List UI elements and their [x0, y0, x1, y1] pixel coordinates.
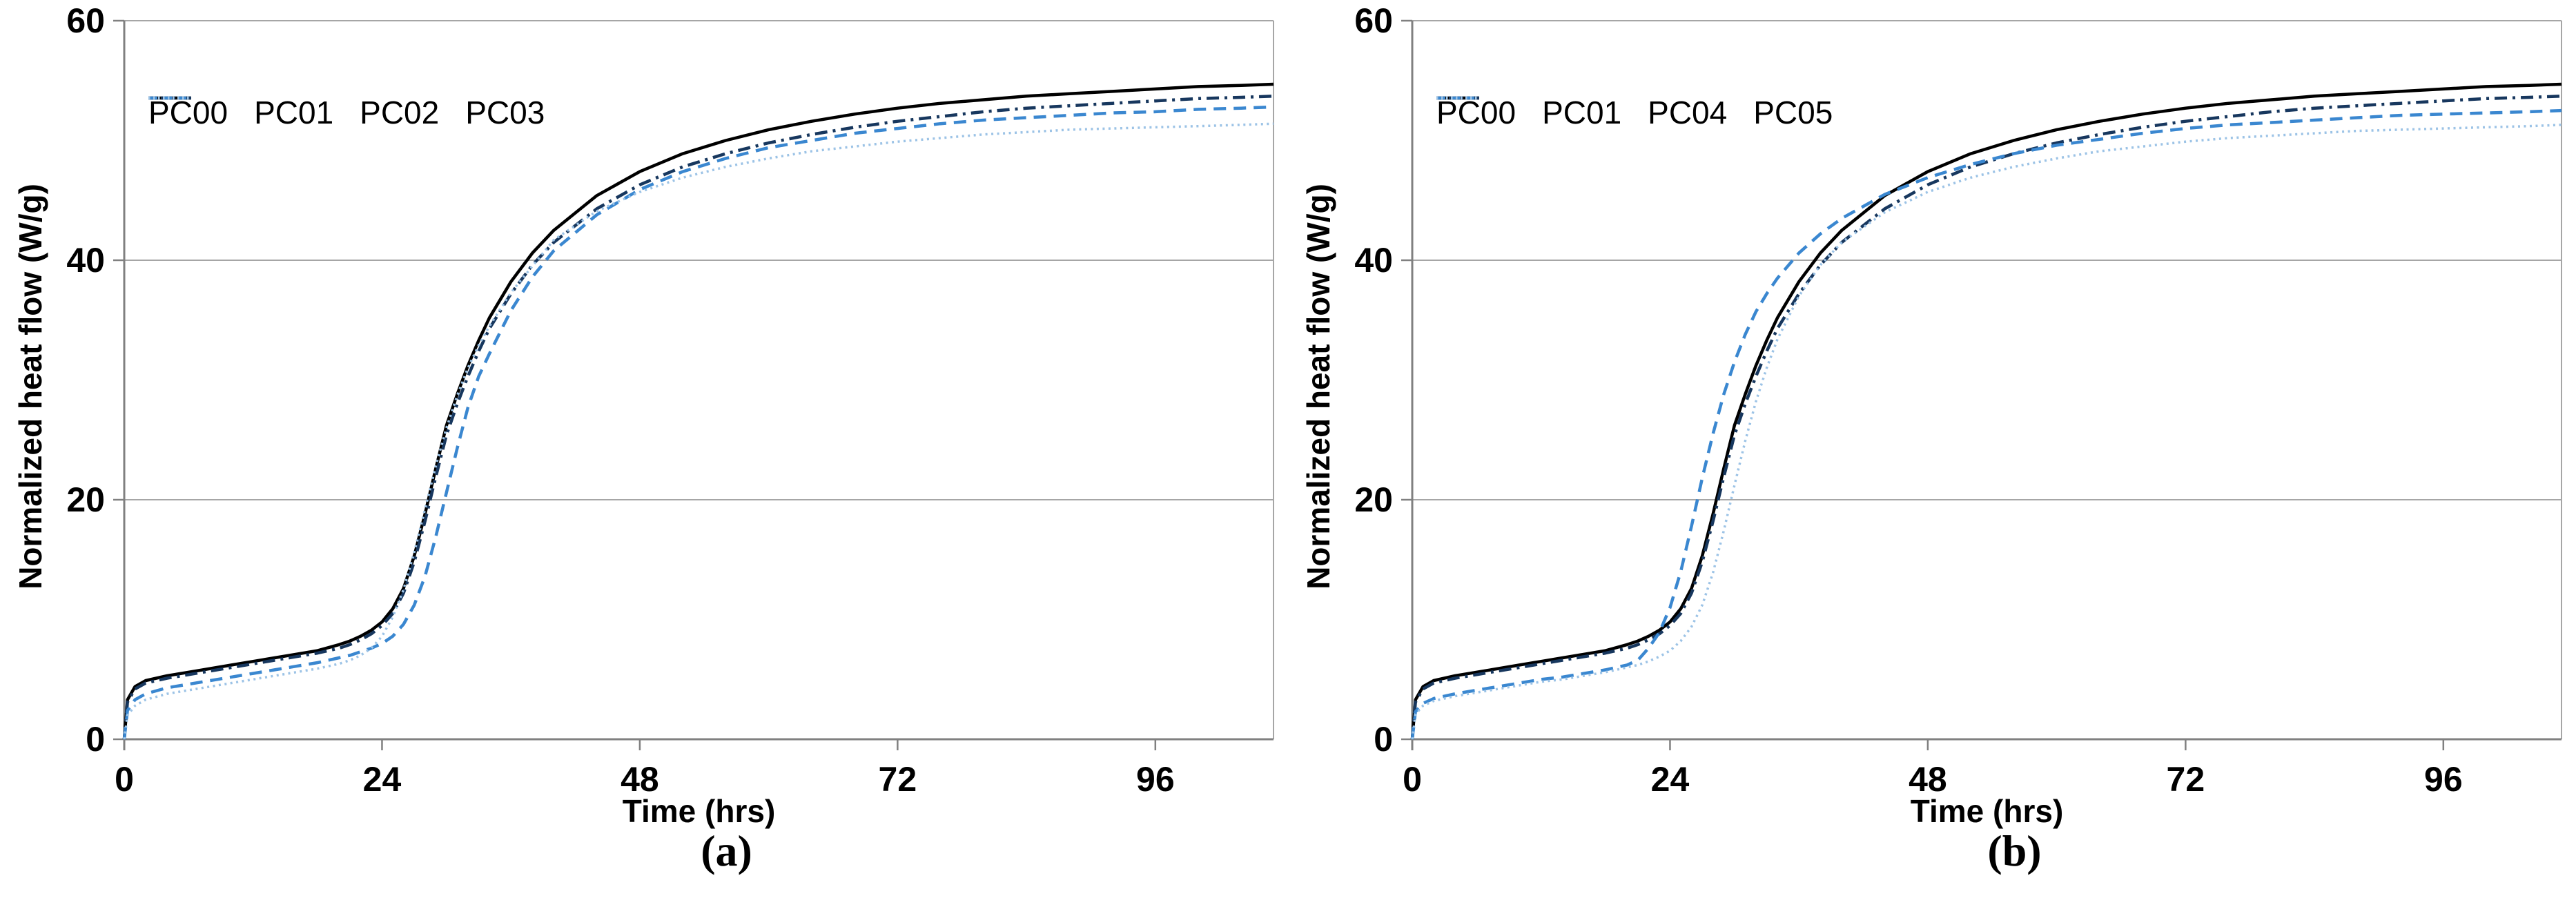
series-line-PC01 [122, 95, 1274, 740]
series-line-PC02 [122, 105, 1274, 740]
y-tick-label-60: 60 [1354, 1, 1393, 40]
legend-item-PC01: PC01 [1436, 94, 1622, 131]
y-tick-label-60: 60 [66, 1, 105, 40]
series-line-PC00 [122, 82, 1274, 740]
legend-label: PC05 [1753, 95, 1833, 130]
x-tick-label-24: 24 [362, 760, 402, 799]
series-line-PC00 [1410, 82, 2562, 740]
legend-item-PC02: PC02 [148, 94, 440, 131]
chart-panel-b: Normalized heat flow (W/g) Time (hrs) (b… [1288, 0, 2576, 907]
y-tick-label-0: 0 [1374, 720, 1393, 759]
x-tick-label-24: 24 [1650, 760, 1690, 799]
x-axis-title: Time (hrs) [622, 793, 776, 829]
y-tick-label-20: 20 [1354, 480, 1393, 519]
y-tick-label-40: 40 [66, 241, 105, 280]
legend-item-PC00: PC00 [148, 94, 228, 131]
legend: PC00 PC01 PC04 PC05 [1436, 94, 1833, 131]
x-tick-label-0: 0 [1403, 760, 1422, 799]
y-tick-label-0: 0 [86, 720, 105, 759]
series-line-PC04 [1410, 108, 2562, 740]
x-tick-label-0: 0 [115, 760, 134, 799]
panel-caption-a: (a) [701, 826, 752, 875]
legend-label: PC00 [1436, 95, 1516, 130]
x-tick-label-96: 96 [1136, 760, 1175, 799]
legend-item-PC03: PC03 [148, 94, 545, 131]
legend-label: PC02 [360, 95, 440, 130]
legend-item-PC04: PC04 [1436, 94, 1728, 131]
series-line-PC03 [123, 122, 1274, 740]
series-line-PC05 [1411, 124, 2562, 740]
legend-label: PC04 [1648, 95, 1728, 130]
series-line-PC01 [1410, 95, 2562, 740]
legend-line-swatch-dotted [148, 96, 191, 100]
legend-label: PC03 [465, 95, 545, 130]
legend-line-swatch-dotted [1436, 96, 1479, 100]
chart-panel-a: Normalized heat flow (W/g) Time (hrs) (a… [12, 1, 1274, 875]
y-tick-label-40: 40 [1354, 241, 1393, 280]
x-tick-label-48: 48 [1909, 760, 1947, 799]
x-tick-label-48: 48 [621, 760, 659, 799]
legend-label: PC01 [1542, 95, 1622, 130]
legend-item-PC01: PC01 [148, 94, 334, 131]
plot-canvas [113, 19, 1274, 750]
plot-canvas [1401, 19, 2562, 750]
x-tick-label-72: 72 [2166, 760, 2205, 799]
panel-caption-b: (b) [1987, 826, 2042, 875]
x-tick-label-72: 72 [878, 760, 917, 799]
x-axis-title: Time (hrs) [1910, 793, 2064, 829]
legend-item-PC05: PC05 [1436, 94, 1833, 131]
legend-line-swatch-dashed [1436, 96, 1479, 100]
y-tick-label-20: 20 [66, 480, 105, 519]
legend: PC00 PC01 PC02 PC03 [148, 94, 545, 131]
legend-line-swatch-dashed [148, 96, 191, 100]
x-tick-label-96: 96 [2424, 760, 2463, 799]
legend-label: PC01 [254, 95, 334, 130]
legend-label: PC00 [148, 95, 228, 130]
